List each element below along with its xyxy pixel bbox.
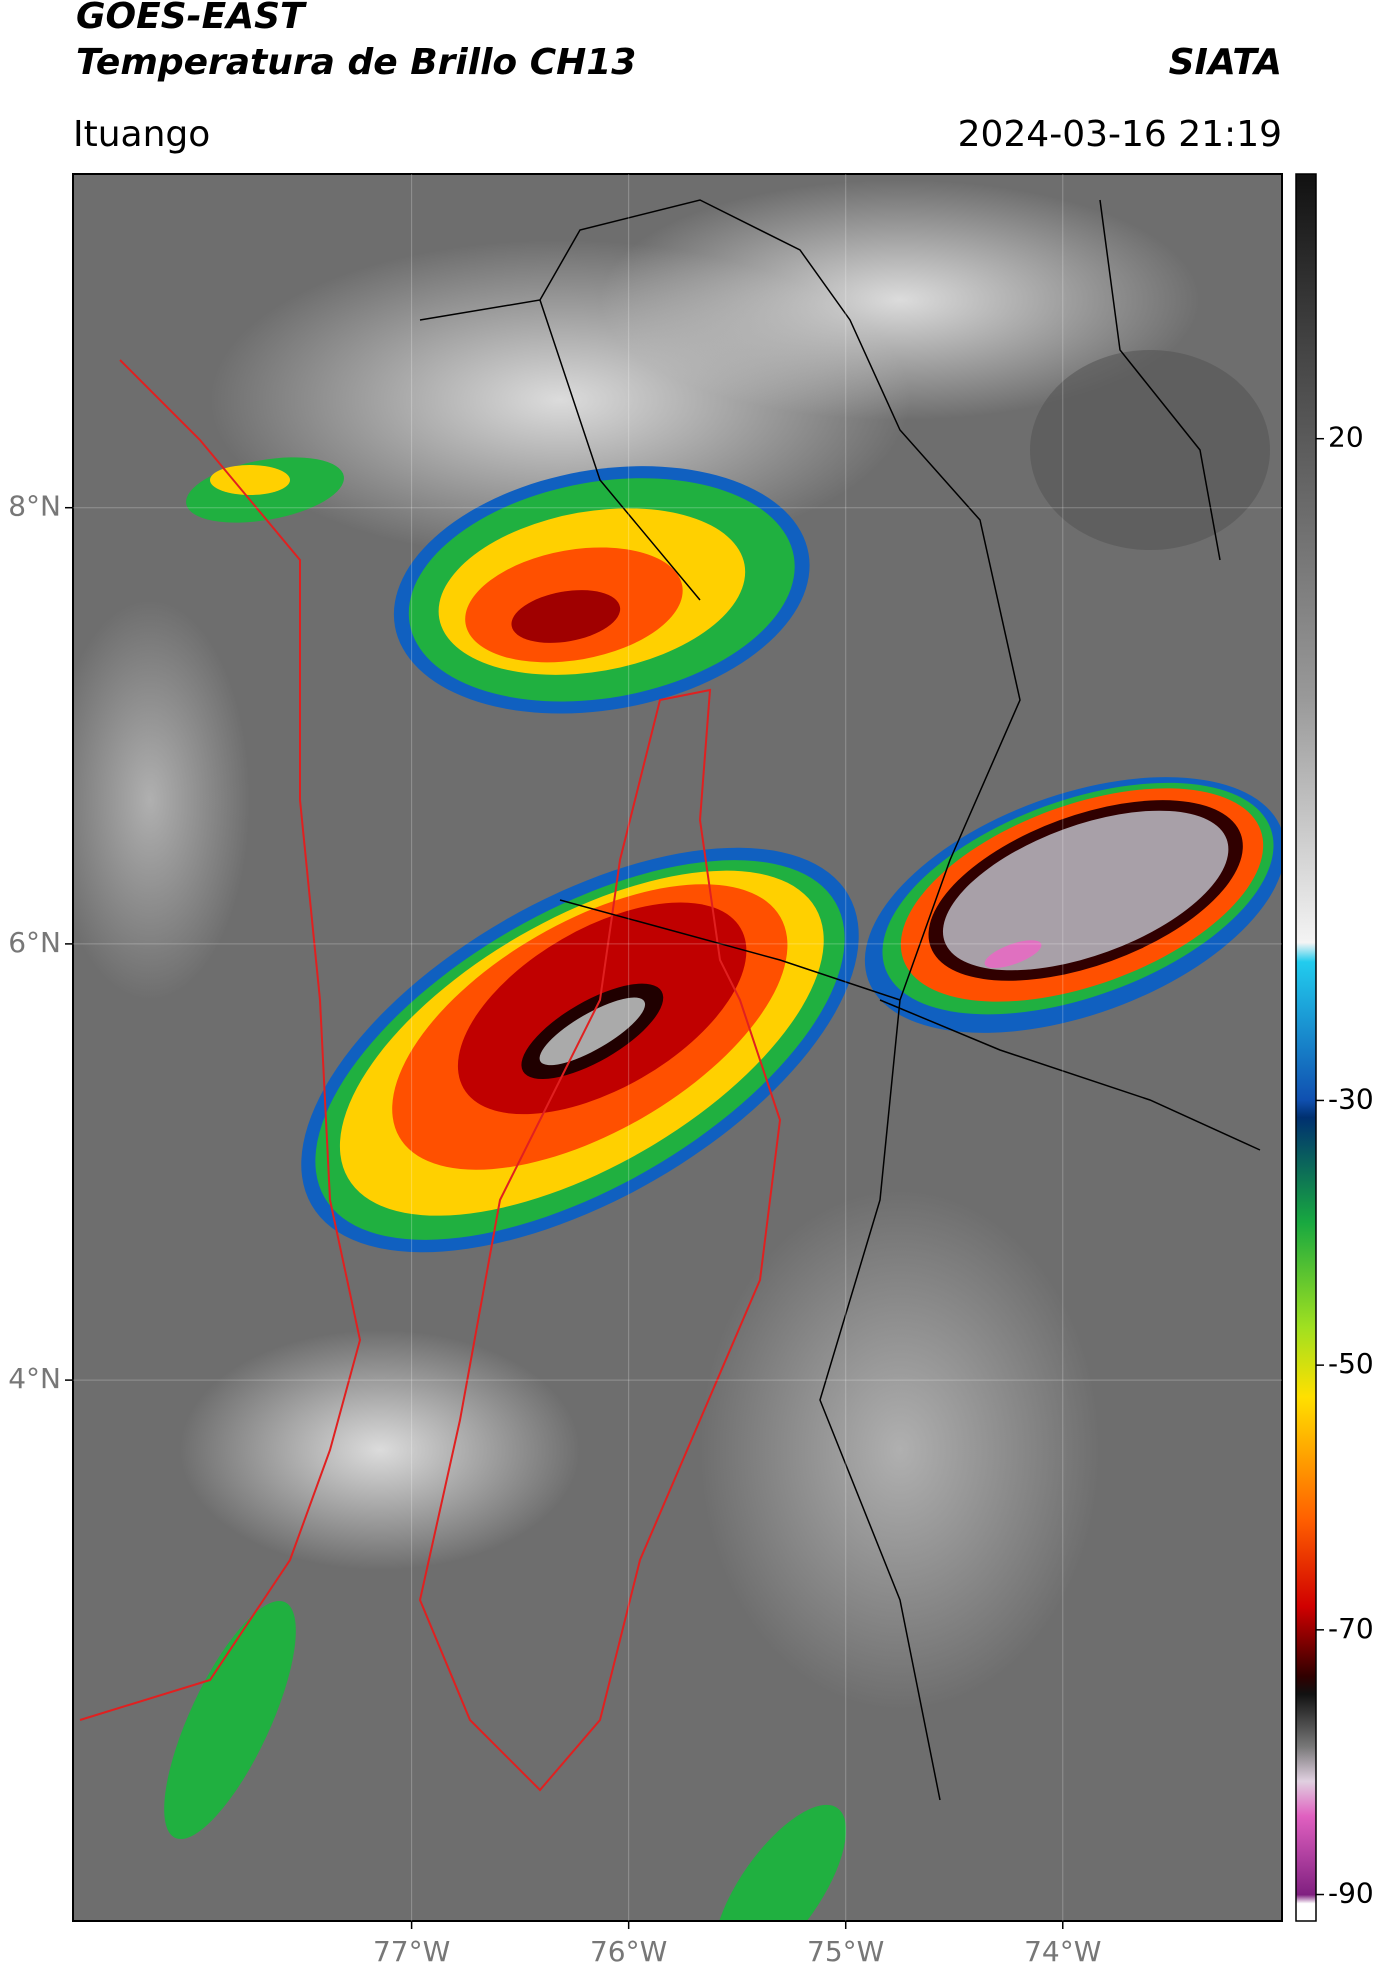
colorbar-label: 20: [1328, 421, 1364, 454]
lon-label: 75°W: [807, 1935, 884, 1968]
satellite-image: [73, 174, 1282, 1921]
lon-label: 76°W: [590, 1935, 667, 1968]
lat-label: 4°N: [8, 1362, 61, 1395]
lat-label: 8°N: [8, 490, 61, 523]
colorbar-label: -70: [1328, 1612, 1374, 1645]
colorbar-label: -90: [1328, 1877, 1374, 1910]
colorbar-label: -50: [1328, 1347, 1374, 1380]
lon-label: 74°W: [1024, 1935, 1101, 1968]
lat-label: 6°N: [8, 926, 61, 959]
agency: SIATA: [1169, 42, 1282, 83]
lon-label: 77°W: [373, 1935, 450, 1968]
location: Ituango: [73, 114, 210, 155]
satellite: GOES-EAST: [76, 0, 307, 37]
colorbar-label: -30: [1328, 1082, 1374, 1115]
product: Temperatura de Brillo CH13: [76, 42, 636, 83]
datetime: 2024-03-16 21:19: [958, 114, 1282, 155]
map-frame: [72, 173, 1283, 1922]
colorbar: [1295, 173, 1317, 1922]
